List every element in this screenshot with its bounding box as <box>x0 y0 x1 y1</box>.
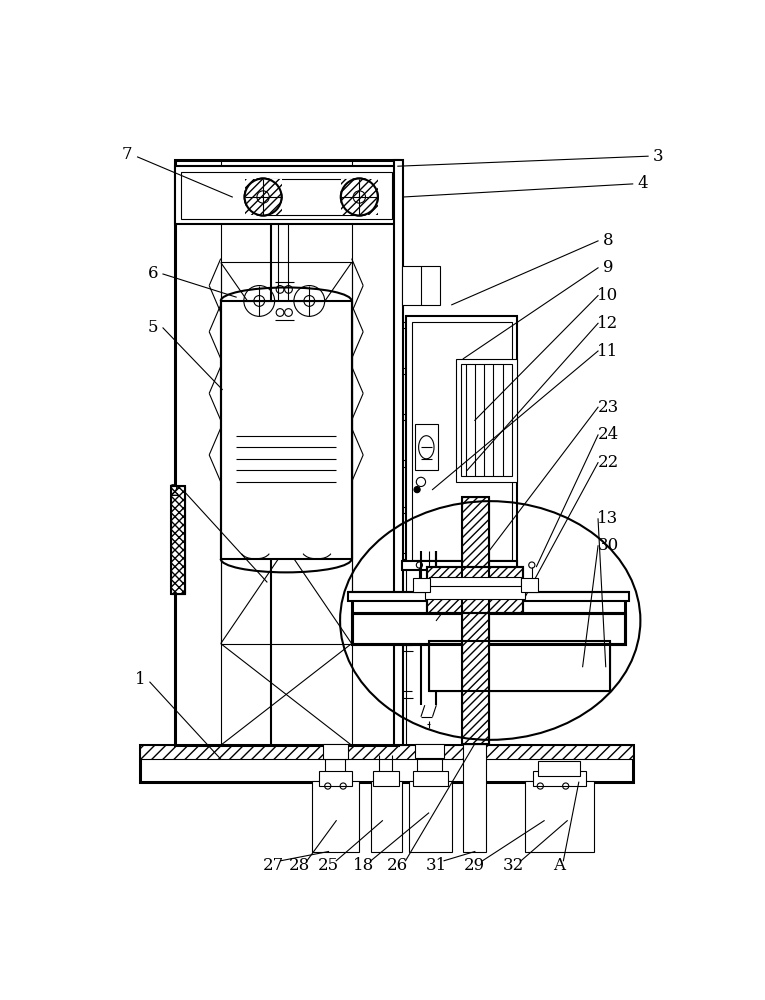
Bar <box>245 179 282 215</box>
Text: 32: 32 <box>503 857 524 874</box>
Text: 18: 18 <box>353 857 374 874</box>
Bar <box>402 266 440 305</box>
Text: 24: 24 <box>597 426 619 443</box>
Text: 30: 30 <box>597 537 619 554</box>
Bar <box>428 641 610 691</box>
Text: 26: 26 <box>387 857 409 874</box>
Bar <box>462 497 490 744</box>
Text: 6: 6 <box>148 265 158 282</box>
Bar <box>412 322 512 560</box>
Bar <box>341 179 378 215</box>
Bar <box>428 641 610 691</box>
Bar <box>579 641 610 691</box>
Bar <box>461 364 512 476</box>
Bar <box>140 745 633 759</box>
Bar <box>371 781 402 852</box>
Text: 12: 12 <box>597 315 619 332</box>
Bar <box>425 580 525 599</box>
Text: 27: 27 <box>262 857 284 874</box>
Text: A: A <box>554 857 565 874</box>
Bar <box>456 359 517 482</box>
Text: 8: 8 <box>603 232 614 249</box>
Bar <box>405 316 517 567</box>
Bar <box>221 262 352 451</box>
Bar <box>394 160 403 745</box>
Bar <box>415 424 438 470</box>
Text: 29: 29 <box>464 857 486 874</box>
Bar <box>171 486 184 594</box>
Text: 22: 22 <box>597 454 619 471</box>
Bar <box>525 781 594 852</box>
Text: 13: 13 <box>597 510 619 527</box>
Bar <box>413 578 430 592</box>
Bar <box>348 592 629 601</box>
Bar <box>532 771 587 786</box>
Bar <box>221 301 352 559</box>
Text: 1: 1 <box>135 671 145 688</box>
Bar <box>221 451 352 644</box>
Bar <box>319 771 352 786</box>
Text: 28: 28 <box>288 857 310 874</box>
Bar <box>352 613 625 644</box>
Text: 23: 23 <box>597 399 619 416</box>
Bar <box>323 744 348 759</box>
Bar <box>311 781 360 852</box>
Text: 9: 9 <box>603 259 614 276</box>
Bar <box>140 745 633 782</box>
Text: 25: 25 <box>318 857 339 874</box>
Bar <box>181 172 392 219</box>
Bar <box>174 160 398 745</box>
Bar <box>373 771 399 786</box>
Bar <box>402 561 517 570</box>
Bar <box>413 771 448 786</box>
Text: 10: 10 <box>597 287 619 304</box>
Bar <box>427 567 523 613</box>
Bar <box>352 613 625 644</box>
Bar <box>538 761 581 776</box>
Bar <box>462 497 490 744</box>
Bar <box>428 577 521 586</box>
Text: 31: 31 <box>425 857 447 874</box>
Circle shape <box>414 487 420 493</box>
Bar <box>428 641 502 691</box>
Bar <box>427 567 523 613</box>
Bar <box>409 781 452 852</box>
Bar <box>171 486 184 594</box>
Bar <box>174 166 398 224</box>
Text: 7: 7 <box>122 146 132 163</box>
Bar <box>415 744 444 758</box>
Text: 11: 11 <box>597 342 619 360</box>
Bar <box>464 744 487 852</box>
Bar <box>352 597 625 644</box>
Text: 3: 3 <box>653 148 663 165</box>
Bar <box>521 578 538 592</box>
Text: 4: 4 <box>637 175 648 192</box>
Text: 5: 5 <box>148 319 158 336</box>
Text: 2: 2 <box>169 483 180 500</box>
